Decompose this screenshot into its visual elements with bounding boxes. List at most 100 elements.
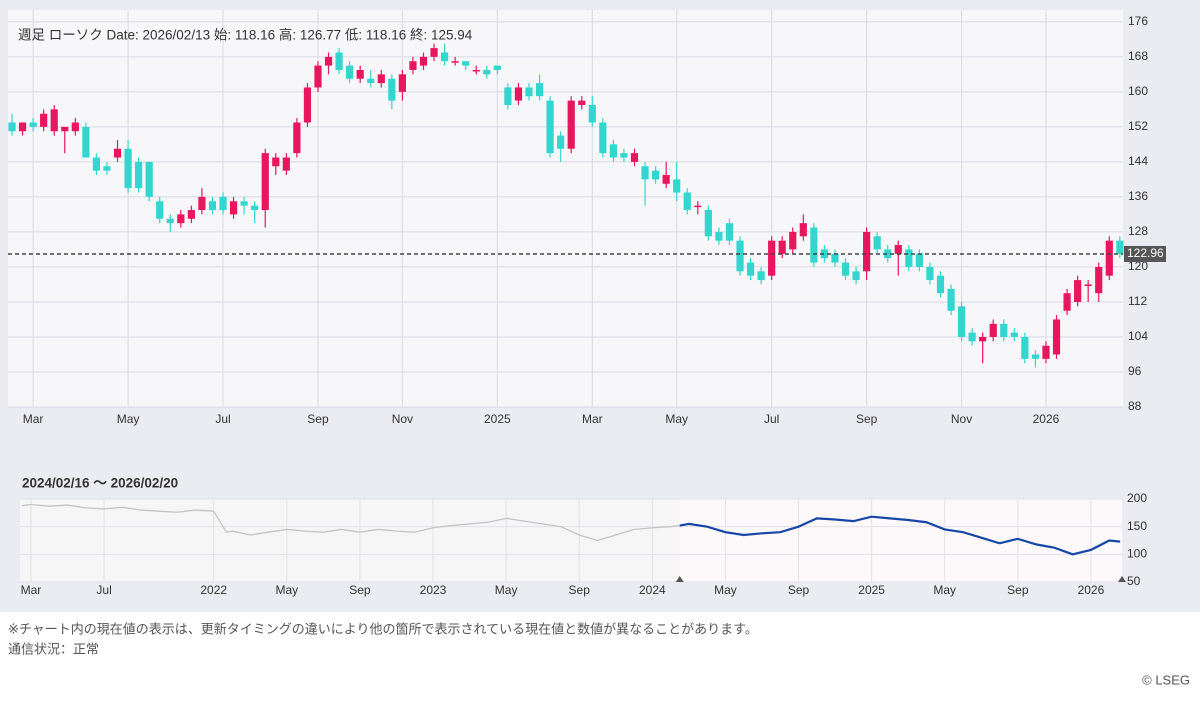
candle-body [820, 249, 829, 259]
x-tick-label: Jul [764, 412, 779, 426]
candle-body [40, 113, 48, 127]
candle-body [156, 201, 164, 219]
candle-body [578, 100, 586, 105]
candle-body [1084, 284, 1092, 286]
candle-body [177, 214, 185, 224]
candle-body [251, 205, 259, 211]
candle-body [884, 249, 892, 259]
candle-body [1095, 266, 1103, 294]
candle-body [609, 144, 618, 158]
candle-body [451, 61, 459, 63]
candle-body [620, 153, 628, 158]
candle-body [377, 74, 385, 84]
candle-body [778, 240, 786, 254]
x-tick-label: Sep [307, 412, 329, 426]
x-tick-label: 2026 [1033, 412, 1060, 426]
candle-body [145, 161, 153, 197]
candle-body [8, 122, 16, 132]
x-tick-label: 2025 [484, 412, 511, 426]
candle-body [641, 166, 649, 180]
x-tick-label: May [933, 583, 956, 597]
x-tick-label: May [495, 583, 518, 597]
candle-body [483, 69, 491, 75]
candle-body [525, 87, 533, 97]
y-tick-label: 160 [1128, 84, 1148, 98]
candle-body [514, 87, 523, 101]
candle-body [198, 196, 206, 211]
status: 通信状況：正常 [8, 641, 99, 656]
candle-body [915, 253, 923, 267]
candle-body [694, 205, 702, 208]
x-tick-label: 2025 [858, 583, 885, 597]
price-line [679, 515, 1121, 556]
candle-body [546, 100, 554, 154]
x-tick-label: Sep [569, 583, 591, 597]
candle-body [567, 100, 575, 149]
x-tick-label: Nov [392, 412, 413, 426]
candle-body [852, 271, 860, 281]
candle-body [1074, 280, 1082, 302]
candle-body [863, 231, 871, 272]
candle-body [1021, 336, 1029, 359]
candle-body [282, 157, 290, 171]
y-tick-label: 100 [1127, 547, 1147, 561]
x-tick-label: May [714, 583, 737, 597]
candle-body [272, 157, 280, 167]
candle-body [1031, 354, 1040, 359]
candle-body [229, 201, 238, 215]
candle-body [367, 78, 375, 84]
x-tick-label: Mar [23, 412, 44, 426]
candle-body [1105, 240, 1113, 276]
x-tick-label: Mar [582, 412, 603, 426]
candle-body [61, 126, 69, 132]
y-tick-label: 176 [1128, 14, 1148, 28]
x-tick-label: 2023 [420, 583, 447, 597]
candle-body [440, 52, 449, 62]
candle-body [873, 236, 881, 250]
candle-body [926, 266, 934, 281]
candle-body [1116, 240, 1124, 254]
candle-body [166, 218, 174, 224]
candle-body [187, 210, 195, 219]
candle-body [704, 210, 712, 237]
candle-body [71, 122, 79, 132]
candle-body [208, 201, 217, 211]
plot-area [8, 10, 1123, 407]
candle-body [219, 196, 227, 211]
range-handle [1118, 576, 1126, 582]
x-tick-label: May [275, 583, 298, 597]
candle-body [504, 87, 512, 105]
candle-body [905, 249, 913, 267]
candle-body [462, 61, 470, 66]
candle-body [662, 175, 670, 184]
x-tick-label: Sep [1007, 583, 1029, 597]
candle-body [599, 122, 607, 154]
candle-body [335, 52, 343, 70]
y-tick-label: 120 [1128, 259, 1148, 273]
price-line [21, 503, 680, 542]
range-handle [675, 576, 684, 582]
overview-chart: 200 150 100 50 Mar Jul 2022 May Sep 2023 May Sep 202… [20, 491, 1147, 597]
candle-body [346, 65, 354, 79]
candle-body [979, 336, 987, 342]
selected-range [679, 499, 1122, 582]
x-tick-label: 2024 [639, 583, 666, 597]
current-price-label: 122.96 [1127, 246, 1164, 260]
candle-body [124, 148, 132, 189]
candle-body [240, 201, 248, 206]
note: ※チャート内の現在値の表示は、更新タイミングの違いにより他の箇所で表示されている… [8, 621, 758, 636]
candle-body [82, 126, 90, 158]
candle-body [588, 104, 596, 123]
candle-body [673, 179, 681, 193]
candle-body [957, 306, 966, 337]
y-tick-label: 136 [1128, 189, 1148, 203]
x-tick-label: Jul [215, 412, 230, 426]
candle-body [947, 288, 955, 311]
y-tick-label: 150 [1127, 519, 1147, 533]
candle-body [419, 56, 428, 66]
candle-body [493, 65, 501, 70]
y-tick-label: 50 [1127, 574, 1141, 588]
candle-body [430, 48, 438, 57]
candle-body [388, 78, 396, 101]
